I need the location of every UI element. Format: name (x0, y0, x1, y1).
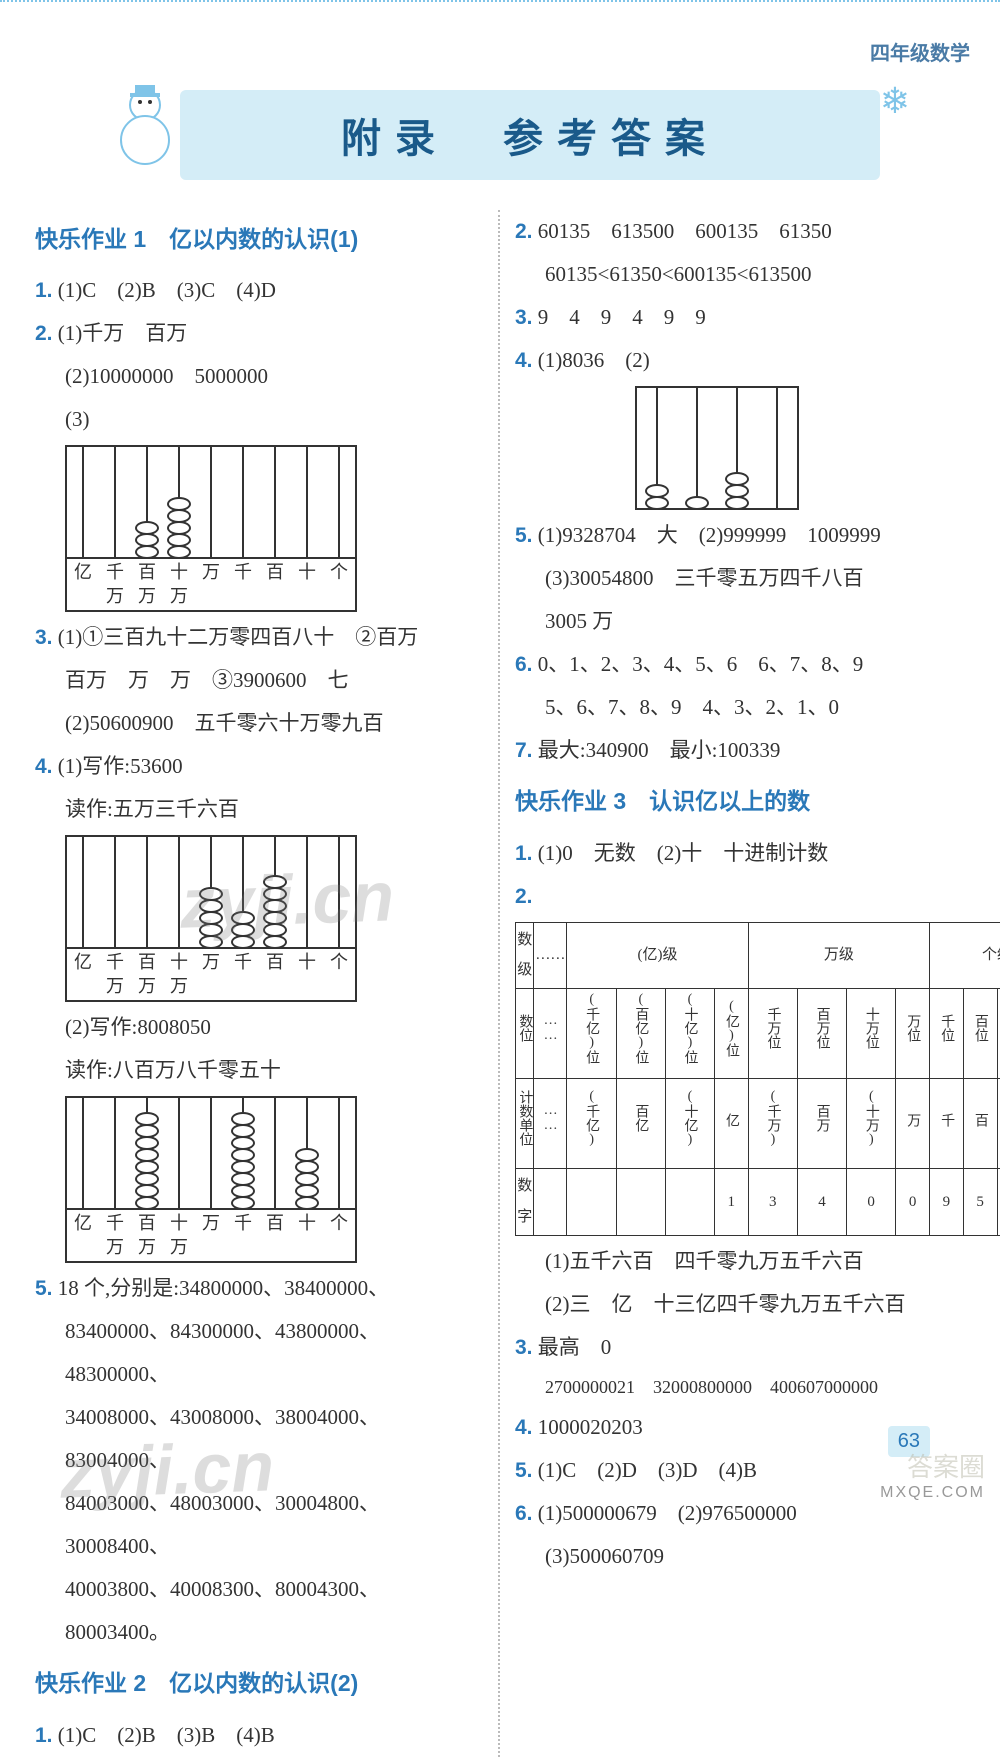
abacus-3: 亿千万百万十万万千百十个 (65, 1096, 357, 1263)
s1-q4-1: 4. (1)写作:53600 (35, 745, 483, 788)
s1-q2-2: (2)10000000 5000000 (35, 355, 483, 398)
s1-q2-3: (3) (35, 398, 483, 441)
s3-q1: 1. (1)0 无数 (2)十 十进制计数 (515, 832, 965, 875)
s3-q3-2: 2700000021 32000800000 400607000000 (515, 1369, 965, 1406)
s1-q5c: 34008000、43008000、38004000、83004000、 (35, 1396, 483, 1482)
grade-label: 四年级数学 (870, 37, 970, 66)
r-q2b: 60135<61350<600135<613500 (515, 253, 965, 296)
s1-q5: 5. 18 个,分别是:34800000、38400000、 (35, 1267, 483, 1310)
s1-q4-1b: 读作:五万三千六百 (35, 788, 483, 831)
r-q6-2: 5、6、7、8、9 4、3、2、1、0 (515, 686, 965, 729)
snowflake-icon: ❄ (880, 80, 910, 122)
page-title: 附录 参考答案 (341, 106, 719, 164)
abacus-2: 亿千万百万十万万千百十个 (65, 835, 357, 1002)
answer-stamp: 答案圈 (880, 1447, 985, 1484)
s1-q3-1b: 百万 万 万 ③3900600 七 (35, 659, 483, 702)
s1-q4-2: (2)写作:8008050 (35, 1006, 483, 1049)
s3-q2-1: (1)五千六百 四千零九万五千六百 (515, 1240, 965, 1283)
abacus-4 (635, 386, 799, 510)
footer-stamp: 答案圈 MXQE.COM (880, 1447, 985, 1502)
r-q5-3: 3005 万 (515, 600, 965, 643)
r-q6-1: 6. 0、1、2、3、4、5、6 6、7、8、9 (515, 643, 965, 686)
snowman-icon (110, 80, 180, 180)
right-column: 2. 60135 613500 600135 61350 60135<61350… (500, 210, 980, 1757)
r-q2: 2. 60135 613500 600135 61350 (515, 210, 965, 253)
s1-q4-2b: 读作:八百万八千零五十 (35, 1049, 483, 1092)
place-value-table: 数级……(亿)级万级个级数位……(千亿)位(百亿)位(十亿)位(亿)位千万位百万… (515, 922, 965, 1236)
s1-q3-1: 3. (1)①三百九十二万零四百八十 ②百万 (35, 616, 483, 659)
s1-q5d: 84003000、48003000、30004800、30008400、 (35, 1482, 483, 1568)
s2-q1: 1. (1)C (2)B (3)B (4)B (35, 1714, 483, 1757)
s3-q2: 2. 数级……(亿)级万级个级数位……(千亿)位(百亿)位(十亿)位(亿)位千万… (515, 875, 965, 1236)
site-label: MXQE.COM (880, 1484, 985, 1502)
title-band: 附录 参考答案 ❄ (180, 90, 880, 180)
s3-q3-1: 3. 最高 0 (515, 1326, 965, 1369)
section-2-title: 快乐作业 2 亿以内数的认识(2) (35, 1660, 483, 1707)
section-1-title: 快乐作业 1 亿以内数的认识(1) (35, 216, 483, 263)
left-column: 快乐作业 1 亿以内数的认识(1) 1. (1)C (2)B (3)C (4)D… (20, 210, 500, 1757)
s1-q5e: 40003800、40008300、80004300、80003400。 (35, 1568, 483, 1654)
r-q4: 4. (1)8036 (2) (515, 339, 965, 382)
r-q7: 7. 最大:340900 最小:100339 (515, 729, 965, 772)
s3-q2-2: (2)三 亿 十三亿四千零九万五千六百 (515, 1283, 965, 1326)
s1-q1: 1. (1)C (2)B (3)C (4)D (35, 269, 483, 312)
r-q5-1: 5. (1)9328704 大 (2)999999 1009999 (515, 514, 965, 557)
r-q3: 3. 9 4 9 4 9 9 (515, 296, 965, 339)
s1-q5b: 83400000、84300000、43800000、48300000、 (35, 1310, 483, 1396)
s3-q6-2: (3)500060709 (515, 1535, 965, 1578)
page-header: 四年级数学 (0, 0, 1000, 80)
section-3-title: 快乐作业 3 认识亿以上的数 (515, 778, 965, 825)
content-columns: 快乐作业 1 亿以内数的认识(1) 1. (1)C (2)B (3)C (4)D… (0, 210, 1000, 1757)
r-q5-2: (3)30054800 三千零五万四千八百 (515, 557, 965, 600)
s1-q3-2: (2)50600900 五千零六十万零九百 (35, 702, 483, 745)
abacus-1: 亿千万百万十万万千百十个 (65, 445, 357, 612)
s1-q2-1: 2. (1)千万 百万 (35, 312, 483, 355)
